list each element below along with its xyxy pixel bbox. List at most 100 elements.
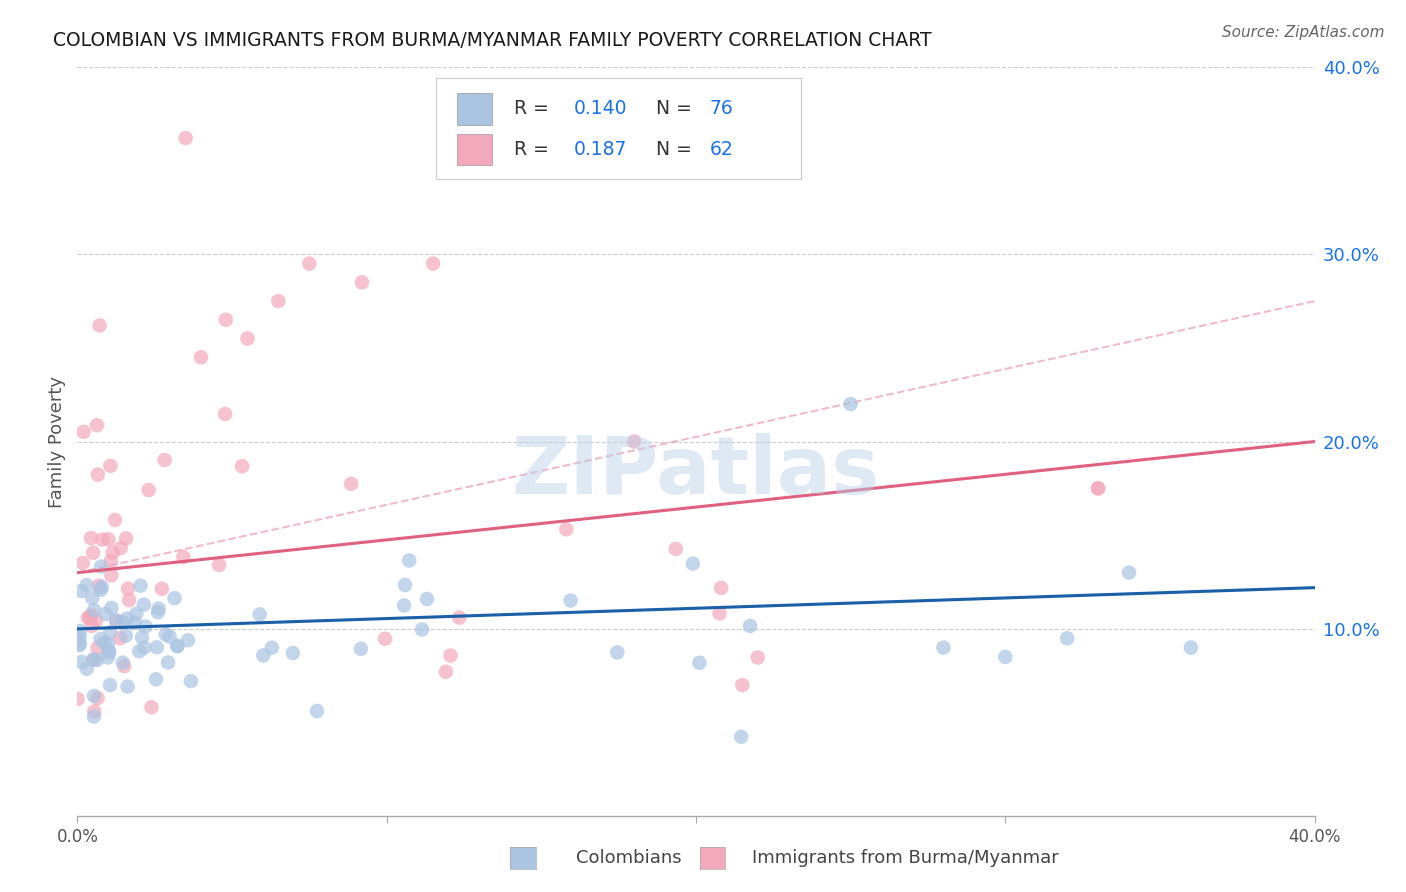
Point (115, 532, 138, 546)
Point (70, 584, 93, 599)
Point (411, 623, 433, 637)
Point (111, 615, 134, 629)
Point (83, 653, 105, 667)
Point (177, 633, 200, 648)
Point (159, 630, 181, 644)
Point (124, 615, 146, 630)
Y-axis label: Family Poverty: Family Poverty (48, 376, 66, 508)
Point (111, 656, 134, 670)
Point (110, 541, 132, 555)
Point (146, 640, 169, 655)
Point (83, 709, 105, 723)
Point (104, 613, 127, 627)
Point (1056, 632, 1078, 646)
Point (87, 467, 110, 482)
Text: COLOMBIAN VS IMMIGRANTS FROM BURMA/MYANMAR FAMILY POVERTY CORRELATION CHART: COLOMBIAN VS IMMIGRANTS FROM BURMA/MYANM… (53, 31, 932, 50)
Point (112, 659, 135, 673)
Point (682, 557, 704, 571)
Text: N =: N = (644, 99, 697, 119)
Point (688, 656, 710, 670)
Point (208, 558, 231, 572)
Point (1087, 482, 1109, 496)
Point (350, 275, 373, 289)
Point (163, 591, 186, 606)
Point (214, 407, 236, 421)
Point (100, 568, 122, 582)
Point (84, 614, 107, 628)
Point (125, 607, 148, 621)
Point (87, 579, 110, 593)
Point (69, 624, 91, 638)
Point (606, 645, 628, 659)
Point (157, 656, 180, 670)
Point (665, 541, 688, 556)
Point (118, 593, 141, 607)
Point (90, 559, 112, 574)
Point (236, 332, 259, 346)
Point (77, 610, 100, 624)
Point (76, 578, 98, 592)
Point (79, 610, 101, 624)
Point (98, 646, 121, 660)
Point (190, 350, 212, 364)
Point (91, 533, 114, 547)
Point (76, 662, 98, 676)
Point (709, 607, 731, 621)
Bar (457, 93, 492, 125)
Point (94, 607, 117, 621)
Point (80, 619, 103, 633)
Point (98, 625, 121, 640)
Bar (457, 134, 492, 165)
Point (86, 640, 108, 655)
Point (105, 614, 128, 628)
Point (145, 673, 167, 687)
Point (93, 635, 115, 649)
Point (249, 607, 271, 622)
Point (82, 652, 104, 666)
Point (155, 627, 177, 641)
Point (350, 641, 373, 656)
Point (83, 689, 105, 703)
Point (114, 629, 136, 643)
Point (150, 582, 173, 596)
Point (166, 640, 188, 654)
Point (747, 650, 769, 665)
Point (80, 531, 103, 545)
Point (90, 582, 112, 597)
Point (215, 312, 238, 326)
Text: R =: R = (515, 140, 555, 159)
Point (932, 640, 955, 655)
Point (416, 591, 439, 606)
Text: R =: R = (515, 99, 555, 119)
Point (422, 257, 444, 271)
Text: ZIPatlas: ZIPatlas (512, 433, 880, 510)
Point (86, 691, 108, 706)
Point (1087, 482, 1109, 496)
Point (560, 593, 582, 607)
Point (69, 630, 91, 644)
Point (738, 619, 761, 633)
Point (97, 637, 120, 651)
Point (108, 632, 131, 646)
Point (374, 632, 396, 646)
Point (141, 700, 163, 714)
Point (1118, 566, 1140, 580)
FancyBboxPatch shape (436, 78, 801, 179)
Point (100, 600, 122, 615)
Point (101, 545, 124, 559)
Point (172, 550, 194, 565)
Point (66, 692, 89, 706)
Point (83, 705, 105, 719)
Point (129, 579, 152, 593)
Text: N =: N = (644, 140, 697, 159)
Point (70, 655, 93, 669)
Point (97, 643, 120, 657)
Point (267, 293, 290, 308)
Text: 0.140: 0.140 (574, 99, 627, 119)
Point (260, 640, 283, 655)
Point (148, 601, 170, 615)
Point (83, 603, 105, 617)
Point (134, 640, 156, 655)
Point (82, 591, 104, 605)
Point (839, 397, 862, 411)
